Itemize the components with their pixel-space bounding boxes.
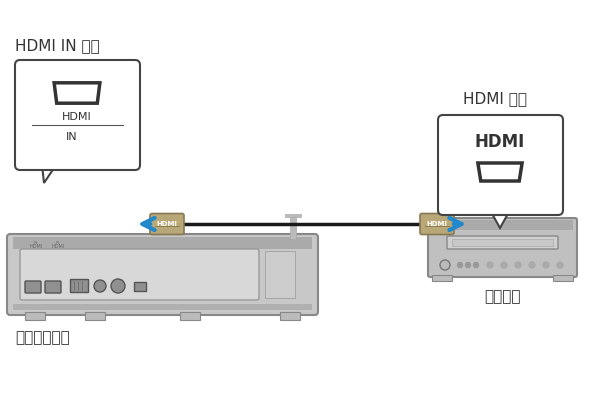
Bar <box>432 275 452 281</box>
Polygon shape <box>490 210 510 228</box>
Circle shape <box>473 262 479 268</box>
Polygon shape <box>42 165 56 183</box>
FancyBboxPatch shape <box>20 249 259 300</box>
Bar <box>452 239 553 246</box>
Bar <box>13 237 312 249</box>
FancyBboxPatch shape <box>438 115 563 215</box>
FancyBboxPatch shape <box>7 234 318 315</box>
Circle shape <box>458 262 463 268</box>
Bar <box>134 282 146 291</box>
Bar <box>290 217 296 239</box>
Circle shape <box>440 260 450 270</box>
Text: HDMI IN 插孔: HDMI IN 插孔 <box>15 38 100 53</box>
Bar <box>25 312 45 320</box>
Circle shape <box>543 262 549 268</box>
Bar <box>265 251 295 298</box>
Text: HDMI: HDMI <box>427 221 448 227</box>
FancyBboxPatch shape <box>447 236 558 249</box>
Text: IN: IN <box>34 241 38 245</box>
FancyBboxPatch shape <box>15 60 140 170</box>
Circle shape <box>466 262 470 268</box>
Circle shape <box>111 279 125 293</box>
Bar <box>285 214 301 217</box>
Text: HDMI: HDMI <box>157 221 178 227</box>
Text: 本机（后端）: 本机（后端） <box>15 330 70 345</box>
FancyBboxPatch shape <box>25 281 41 293</box>
Bar <box>70 279 88 292</box>
FancyBboxPatch shape <box>428 218 577 277</box>
Circle shape <box>529 262 535 268</box>
Bar <box>432 220 573 230</box>
Circle shape <box>94 280 106 292</box>
Text: 视频设备: 视频设备 <box>484 289 520 304</box>
Bar <box>553 275 573 281</box>
Circle shape <box>487 262 493 268</box>
Bar <box>280 312 300 320</box>
Bar <box>180 312 200 320</box>
Bar <box>13 304 312 310</box>
Text: IN: IN <box>56 241 60 245</box>
FancyBboxPatch shape <box>420 213 454 234</box>
Text: IN: IN <box>66 132 78 142</box>
Text: HDMI: HDMI <box>475 133 525 151</box>
FancyBboxPatch shape <box>150 213 184 234</box>
Circle shape <box>501 262 507 268</box>
Circle shape <box>557 262 563 268</box>
FancyBboxPatch shape <box>45 281 61 293</box>
Text: HDMI: HDMI <box>29 244 43 249</box>
Text: HDMI: HDMI <box>52 244 65 249</box>
Text: HDMI: HDMI <box>62 112 92 122</box>
Text: HDMI 输出: HDMI 输出 <box>463 91 527 106</box>
Bar <box>85 312 105 320</box>
Circle shape <box>515 262 521 268</box>
